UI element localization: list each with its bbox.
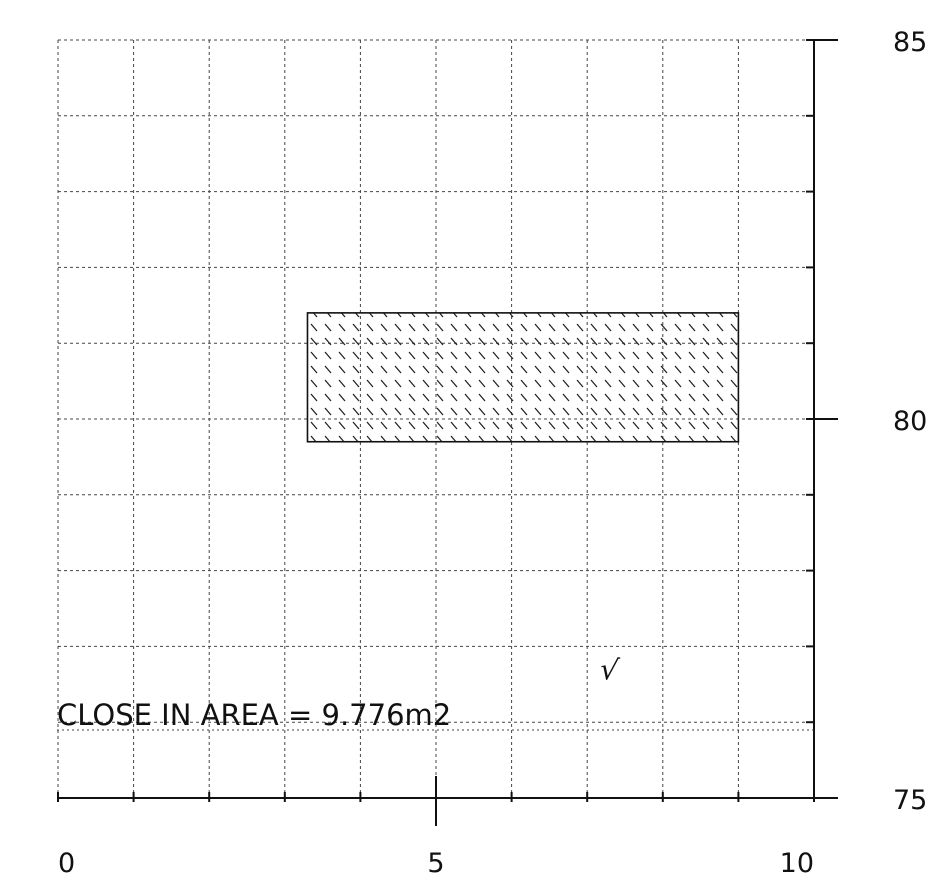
close-in-area-region bbox=[306, 312, 740, 443]
y-tick-label: 75 bbox=[893, 785, 927, 816]
x-tick-label: 10 bbox=[780, 848, 814, 879]
x-tick-label: 5 bbox=[427, 848, 444, 879]
tick-labels: 0 5 10 85 80 75 bbox=[58, 27, 927, 879]
close-in-area-region-group bbox=[306, 312, 740, 443]
tick-marks bbox=[57, 39, 838, 826]
y-tick-label: 85 bbox=[893, 27, 927, 58]
x-tick-label: 0 bbox=[58, 848, 75, 879]
y-tick-label: 80 bbox=[893, 406, 927, 437]
check-mark-icon: √ bbox=[598, 651, 622, 687]
close-in-area-annotation: CLOSE IN AREA = 9.776m2 bbox=[57, 698, 451, 732]
